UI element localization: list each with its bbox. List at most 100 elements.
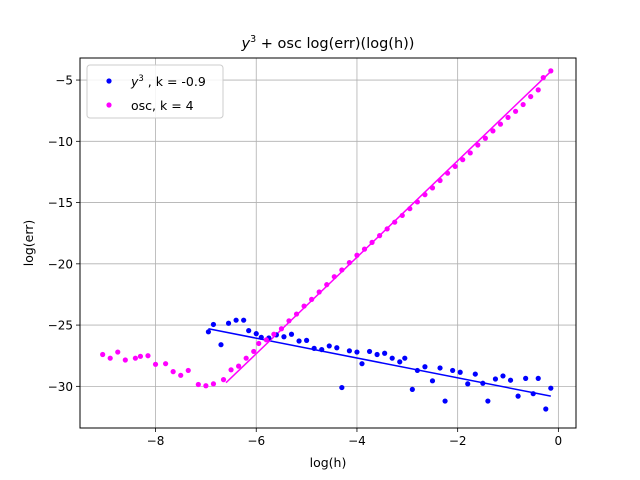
point-osc	[152, 361, 159, 367]
point-osc	[422, 192, 428, 198]
point-osc	[339, 267, 345, 273]
point-y3	[507, 377, 514, 383]
point-y3	[480, 380, 486, 386]
point-osc	[316, 289, 322, 295]
point-osc	[293, 311, 300, 317]
point-osc	[210, 381, 217, 387]
point-y3	[485, 398, 491, 404]
point-osc	[309, 296, 315, 302]
point-osc	[429, 185, 436, 191]
point-y3	[429, 378, 436, 384]
point-y3	[210, 321, 217, 328]
point-osc	[100, 351, 106, 358]
point-y3	[354, 349, 360, 355]
point-osc	[444, 170, 451, 176]
point-y3	[465, 381, 471, 387]
point-osc	[512, 108, 519, 114]
point-y3	[548, 385, 554, 391]
y-tick-label: −15	[48, 196, 73, 210]
y-tick-label: −25	[48, 319, 73, 333]
point-y3	[500, 373, 506, 379]
point-y3	[389, 355, 395, 361]
x-axis-label: log(h)	[310, 455, 347, 470]
point-osc	[228, 367, 234, 373]
point-y3	[414, 367, 420, 374]
point-y3	[442, 398, 448, 404]
point-osc	[107, 355, 113, 361]
point-osc	[301, 303, 307, 309]
point-y3	[492, 376, 499, 382]
axes-frame	[79, 57, 577, 429]
point-y3	[205, 329, 212, 335]
x-tick-label: −4	[348, 434, 366, 448]
title-variable: y	[241, 36, 251, 52]
x-tick-label: −2	[449, 434, 467, 448]
point-osc	[251, 348, 257, 355]
point-osc	[286, 318, 292, 324]
point-osc	[243, 355, 249, 361]
point-y3	[281, 334, 287, 340]
point-osc	[137, 353, 144, 359]
point-osc	[528, 93, 534, 100]
point-y3	[334, 345, 340, 351]
point-y3	[530, 391, 536, 397]
point-y3	[457, 369, 463, 375]
point-y3	[246, 327, 252, 334]
point-osc	[384, 226, 390, 232]
point-y3	[382, 350, 388, 356]
point-y3	[366, 348, 373, 355]
point-y3	[258, 334, 264, 340]
grid	[80, 58, 576, 428]
point-osc	[467, 150, 473, 156]
plot-area	[80, 58, 576, 428]
point-y3	[296, 338, 302, 344]
point-y3	[523, 375, 529, 381]
x-tick-label: 0	[555, 434, 563, 448]
point-y3	[218, 342, 224, 348]
point-y3	[515, 393, 521, 399]
legend-label-osc: osc, k = 4	[131, 98, 194, 113]
point-osc	[361, 246, 368, 252]
data-points	[100, 68, 554, 412]
chart-title: y3 + osc log(err)(log(h))	[241, 34, 415, 52]
point-osc	[331, 274, 337, 280]
y-tick-label: −30	[48, 380, 73, 394]
point-osc	[414, 199, 420, 205]
point-y3	[339, 384, 345, 391]
point-y3	[422, 364, 428, 370]
point-osc	[132, 355, 138, 361]
point-osc	[540, 75, 546, 81]
point-osc	[482, 135, 488, 141]
point-osc	[392, 219, 398, 225]
point-osc	[452, 163, 458, 170]
point-osc	[520, 101, 526, 108]
point-y3	[288, 331, 295, 337]
point-osc	[185, 367, 191, 374]
point-osc	[324, 282, 330, 288]
y-axis-ticks: −30 −25 −20 −15 −10 −5	[48, 74, 80, 394]
point-y3	[374, 351, 380, 358]
point-y3	[233, 317, 239, 323]
point-osc	[437, 177, 443, 184]
legend-marker-y3	[106, 78, 112, 84]
legend: y3 , k = -0.9 osc, k = 4	[86, 64, 224, 119]
y-tick-label: −20	[48, 257, 73, 271]
point-osc	[346, 260, 353, 266]
point-y3	[543, 406, 549, 412]
point-osc	[505, 114, 511, 121]
point-y3	[319, 346, 325, 353]
point-osc	[220, 377, 227, 383]
legend-label-y3: y3 , k = -0.9	[130, 74, 206, 89]
point-osc	[263, 337, 269, 343]
title-exponent: 3	[250, 34, 256, 45]
point-osc	[178, 372, 184, 378]
point-y3	[311, 345, 317, 351]
point-osc	[548, 68, 554, 74]
x-axis-ticks: −8 −6 −4 −2 0	[147, 428, 563, 448]
point-y3	[241, 317, 247, 323]
x-tick-label: −8	[147, 434, 165, 448]
point-osc	[195, 381, 201, 388]
point-osc	[271, 331, 277, 337]
point-osc	[203, 383, 209, 389]
